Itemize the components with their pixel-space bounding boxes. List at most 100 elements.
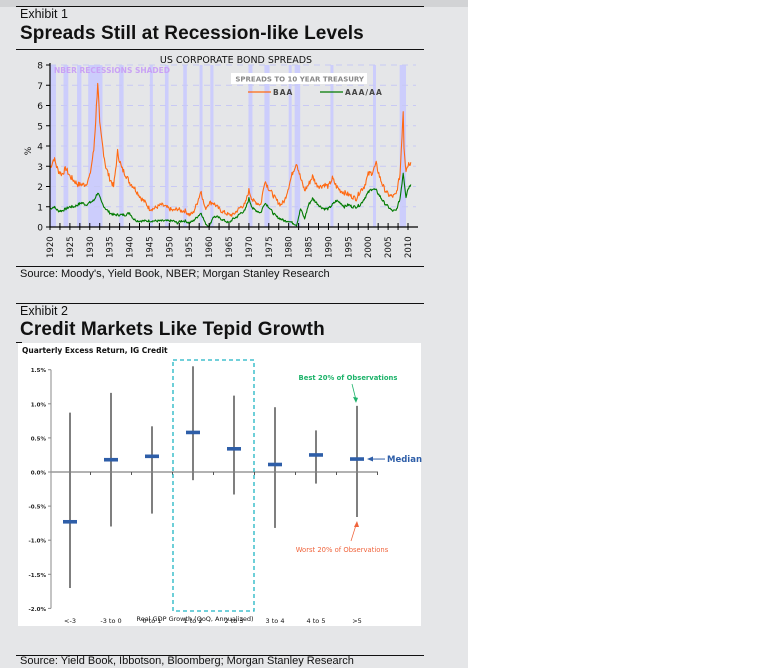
exhibit1-top-rule bbox=[16, 6, 424, 7]
x-tick-label: 1980 bbox=[285, 236, 295, 258]
worst-annotation: Worst 20% of Observations bbox=[296, 546, 389, 554]
recession-band bbox=[77, 65, 82, 227]
x-tick-label: 1995 bbox=[344, 236, 354, 258]
x-tick-label: <-3 bbox=[64, 617, 76, 625]
legend-label-aaa: AAA/AA bbox=[345, 88, 383, 97]
recession-band bbox=[199, 65, 203, 227]
legend-box bbox=[231, 73, 367, 84]
y-tick-label: 5 bbox=[37, 122, 43, 132]
exhibit1-title: Spreads Still at Recession-like Levels bbox=[20, 23, 364, 44]
recession-note: NBER RECESSIONS SHADED bbox=[54, 66, 170, 75]
x-tick-label: 1920 bbox=[46, 236, 56, 258]
gridlines bbox=[50, 64, 416, 208]
worst-arrow-line bbox=[350, 524, 357, 542]
best-annotation: Best 20% of Observations bbox=[299, 374, 398, 382]
series-lines bbox=[49, 82, 412, 228]
y-tick-label: -0.5% bbox=[28, 505, 46, 511]
median-marker bbox=[309, 453, 323, 457]
median-marker bbox=[350, 457, 364, 461]
recession-band bbox=[288, 65, 292, 227]
x-tick-label: 1925 bbox=[66, 236, 76, 258]
x-tick-label: 2000 bbox=[364, 236, 374, 258]
median-arrow-head bbox=[367, 456, 373, 462]
y-tick-label: 0.5% bbox=[31, 436, 47, 442]
chart-title: Quarterly Excess Return, IG Credit bbox=[22, 346, 168, 355]
y-tick-label: 8 bbox=[37, 62, 43, 72]
x-tick-label: 1965 bbox=[225, 236, 235, 258]
axes: 1.5% 1.0% 0.5% 0.0% -0.5% -1.0% -1.5% -2.0% <-3 -… bbox=[28, 359, 378, 625]
x-axis-title: Real GDP Growth (QoQ, Annualized) bbox=[136, 615, 253, 623]
exhibit1-title-rule bbox=[16, 49, 424, 50]
y-tick-label: 0 bbox=[37, 224, 43, 234]
x-tick-label: 1990 bbox=[324, 236, 334, 258]
y-axis-label: % bbox=[24, 146, 34, 155]
highlight-box bbox=[172, 359, 255, 612]
median-marker bbox=[227, 447, 241, 451]
x-tick-label: 1975 bbox=[265, 236, 275, 258]
exhibit2-title: Credit Markets Like Tepid Growth bbox=[20, 319, 325, 340]
y-tick-label: -2.0% bbox=[28, 607, 46, 613]
y-tick-label: -1.0% bbox=[28, 539, 46, 545]
exhibit1-source: Source: Moody's, Yield Book, NBER; Morga… bbox=[20, 268, 330, 280]
median-marker bbox=[63, 519, 77, 524]
x-tick-label: 2 to 3 bbox=[225, 617, 244, 625]
x-tick-label: >5 bbox=[352, 617, 362, 625]
x-tick-label: 2005 bbox=[384, 236, 394, 258]
y-tick-label: 3 bbox=[37, 163, 43, 173]
exhibit2-top-rule bbox=[16, 303, 424, 304]
y-tick-label: 1.5% bbox=[31, 368, 47, 374]
y-tick-label: 7 bbox=[37, 82, 43, 92]
x-tick-label: 1985 bbox=[305, 236, 315, 258]
median-marker bbox=[145, 454, 159, 459]
x-tick-label: 1960 bbox=[205, 236, 215, 258]
y-tick-label: -1.5% bbox=[28, 573, 46, 579]
median-marker bbox=[104, 457, 118, 462]
recession-band bbox=[330, 65, 334, 227]
axes: 0 1 2 3 4 5 6 7 8 1920 1925 1930 1935 1940 1945 1950 195… bbox=[37, 62, 418, 258]
x-tick-label: 4 to 5 bbox=[307, 617, 326, 625]
best-arrow-head bbox=[353, 396, 358, 403]
x-tick-label: 1940 bbox=[126, 236, 136, 258]
y-tick-label: 1.0% bbox=[31, 402, 47, 408]
best-arrow-line bbox=[351, 383, 357, 400]
legend-label-baa: BAA bbox=[273, 88, 293, 97]
x-tick-label: 3 to 4 bbox=[266, 617, 285, 625]
exhibit2-label: Exhibit 2 bbox=[20, 304, 68, 318]
y-tick-label: 4 bbox=[37, 143, 43, 153]
series-line-aaaaa bbox=[49, 172, 412, 228]
exhibit2-source: Source: Yield Book, Ibbotson, Bloomberg;… bbox=[20, 655, 354, 667]
median-marker bbox=[186, 430, 200, 435]
chart-title: US CORPORATE BOND SPREADS bbox=[160, 55, 312, 66]
median-annotation: Median bbox=[387, 455, 422, 465]
x-tick-label: -3 to 0 bbox=[100, 617, 121, 625]
y-tick-label: 2 bbox=[37, 183, 43, 193]
exhibit2-title-rule bbox=[16, 342, 22, 343]
series-line-baa bbox=[49, 82, 412, 217]
y-tick-label: 0.0% bbox=[31, 471, 47, 477]
recession-band bbox=[210, 65, 214, 227]
legend-subtitle: SPREADS TO 10 YEAR TREASURY bbox=[235, 76, 365, 84]
y-tick-label: 6 bbox=[37, 102, 43, 112]
top-strip bbox=[0, 0, 468, 7]
recession-band bbox=[164, 65, 169, 227]
spreads-chart: 0 1 2 3 4 5 6 7 8 1920 1925 1930 1935 1940 1945 1950 195… bbox=[24, 55, 418, 258]
range-marks bbox=[63, 366, 364, 588]
x-tick-label: 1935 bbox=[106, 236, 116, 258]
annotations: Best 20% of Observations Worst 20% of Obs… bbox=[296, 374, 422, 554]
exhibit1-bottom-rule bbox=[16, 266, 424, 267]
x-tick-label: 1970 bbox=[245, 236, 255, 258]
x-tick-label: 1930 bbox=[86, 236, 96, 258]
x-tick-label: 2010 bbox=[404, 236, 414, 258]
x-tick-label: 1 to 2 bbox=[184, 617, 203, 625]
worst-arrow-head bbox=[354, 521, 359, 528]
x-tick-label: 1945 bbox=[145, 236, 155, 258]
recession-band bbox=[264, 65, 270, 227]
exhibit1-label: Exhibit 1 bbox=[20, 7, 68, 21]
y-tick-label: 1 bbox=[37, 203, 43, 213]
excess-return-chart: Quarterly Excess Return, IG Credit 1.5%1… bbox=[22, 346, 422, 625]
x-tick-label: 1955 bbox=[185, 236, 195, 258]
median-marker bbox=[268, 462, 282, 467]
x-tick-label: 1950 bbox=[165, 236, 175, 258]
exhibit2-bottom-rule bbox=[16, 655, 424, 656]
x-tick-label: 0 to 1 bbox=[143, 617, 162, 625]
